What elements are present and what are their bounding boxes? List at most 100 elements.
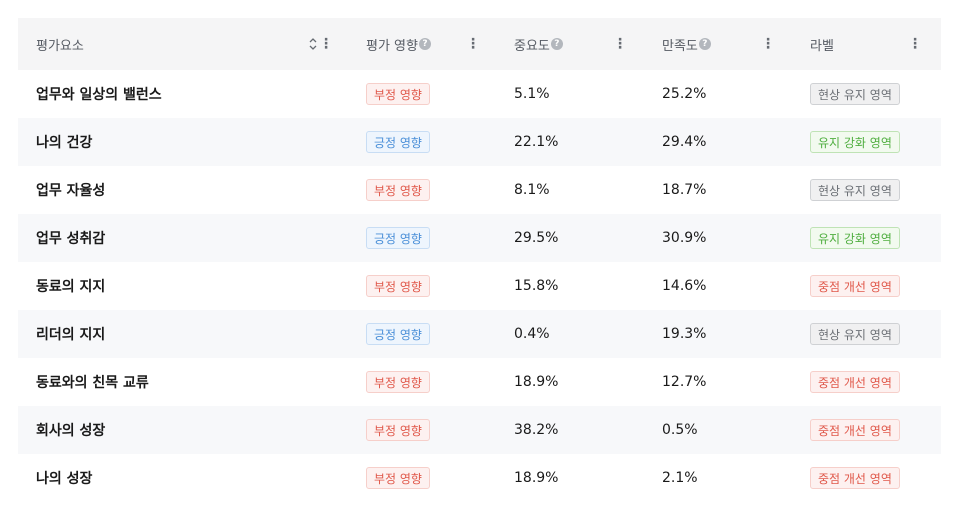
- header-col-impact[interactable]: 평가 영향 ?: [366, 18, 466, 70]
- label-badge-cell: 현상 유지 영역: [810, 166, 910, 214]
- column-menu-icon[interactable]: ⋮: [908, 36, 922, 52]
- table-row[interactable]: 업무 성취감 긍정 영향 29.5% 30.9% 유지 강화 영역: [18, 214, 941, 262]
- column-menu-icon[interactable]: ⋮: [466, 36, 480, 52]
- evaluation-table: 평가요소 ⋮ 평가 영향 ? ⋮ 중요도 ? ⋮ 만족도 ? ⋮ 라벨 ⋮ 업무…: [18, 18, 941, 502]
- impact-badge: 부정 영향: [366, 467, 430, 489]
- factor-name: 업무와 일상의 밸런스: [36, 87, 162, 103]
- header-label: 만족도: [662, 38, 698, 54]
- importance-value-cell: 15.8%: [514, 262, 614, 310]
- impact-badge-cell: 부정 영향: [366, 406, 466, 454]
- table-row[interactable]: 나의 성장 부정 영향 18.9% 2.1% 중점 개선 영역: [18, 454, 941, 502]
- importance-value: 8.1%: [514, 182, 550, 198]
- factor-name-cell: 나의 성장: [36, 454, 326, 502]
- label-badge: 유지 강화 영역: [810, 131, 900, 153]
- table-row[interactable]: 업무 자율성 부정 영향 8.1% 18.7% 현상 유지 영역: [18, 166, 941, 214]
- column-menu-icon[interactable]: ⋮: [613, 36, 627, 52]
- sort-icon[interactable]: [307, 18, 319, 70]
- factor-name: 동료와의 친목 교류: [36, 375, 149, 391]
- importance-value: 18.9%: [514, 470, 559, 486]
- table-row[interactable]: 리더의 지지 긍정 영향 0.4% 19.3% 현상 유지 영역: [18, 310, 941, 358]
- header-label: 중요도: [514, 38, 550, 54]
- label-badge: 중점 개선 영역: [810, 419, 900, 441]
- table-header: 평가요소 ⋮ 평가 영향 ? ⋮ 중요도 ? ⋮ 만족도 ? ⋮ 라벨 ⋮: [18, 18, 941, 70]
- factor-name-cell: 동료의 지지: [36, 262, 326, 310]
- satisfaction-value: 19.3%: [662, 326, 707, 342]
- importance-value-cell: 29.5%: [514, 214, 614, 262]
- label-badge: 중점 개선 영역: [810, 275, 900, 297]
- factor-name: 나의 건강: [36, 135, 93, 151]
- satisfaction-value: 18.7%: [662, 182, 707, 198]
- table-row[interactable]: 동료와의 친목 교류 부정 영향 18.9% 12.7% 중점 개선 영역: [18, 358, 941, 406]
- importance-value: 0.4%: [514, 326, 550, 342]
- factor-name: 업무 자율성: [36, 183, 106, 199]
- factor-name: 리더의 지지: [36, 327, 106, 343]
- importance-value: 38.2%: [514, 422, 559, 438]
- importance-value-cell: 18.9%: [514, 454, 614, 502]
- help-icon[interactable]: ?: [418, 38, 431, 50]
- header-label: 평가 영향: [366, 38, 418, 54]
- header-col-label[interactable]: 라벨: [810, 18, 910, 70]
- help-icon[interactable]: ?: [698, 38, 711, 50]
- table-row[interactable]: 회사의 성장 부정 영향 38.2% 0.5% 중점 개선 영역: [18, 406, 941, 454]
- importance-value: 15.8%: [514, 278, 559, 294]
- satisfaction-value-cell: 19.3%: [662, 310, 762, 358]
- column-menu-icon[interactable]: ⋮: [319, 36, 333, 52]
- impact-badge-cell: 부정 영향: [366, 358, 466, 406]
- satisfaction-value-cell: 30.9%: [662, 214, 762, 262]
- factor-name-cell: 리더의 지지: [36, 310, 326, 358]
- impact-badge: 긍정 영향: [366, 131, 430, 153]
- impact-badge: 부정 영향: [366, 371, 430, 393]
- label-badge-cell: 중점 개선 영역: [810, 454, 910, 502]
- satisfaction-value-cell: 25.2%: [662, 70, 762, 118]
- importance-value-cell: 18.9%: [514, 358, 614, 406]
- importance-value: 22.1%: [514, 134, 559, 150]
- satisfaction-value: 0.5%: [662, 422, 698, 438]
- impact-badge-cell: 부정 영향: [366, 262, 466, 310]
- label-badge-cell: 현상 유지 영역: [810, 310, 910, 358]
- column-menu-icon[interactable]: ⋮: [761, 36, 775, 52]
- label-badge-cell: 중점 개선 영역: [810, 358, 910, 406]
- importance-value: 18.9%: [514, 374, 559, 390]
- satisfaction-value-cell: 0.5%: [662, 406, 762, 454]
- label-badge: 현상 유지 영역: [810, 323, 900, 345]
- help-icon[interactable]: ?: [550, 38, 563, 50]
- impact-badge: 부정 영향: [366, 179, 430, 201]
- satisfaction-value: 30.9%: [662, 230, 707, 246]
- factor-name: 동료의 지지: [36, 279, 106, 295]
- satisfaction-value-cell: 14.6%: [662, 262, 762, 310]
- label-badge-cell: 중점 개선 영역: [810, 406, 910, 454]
- importance-value-cell: 22.1%: [514, 118, 614, 166]
- header-col-satisfaction[interactable]: 만족도 ?: [662, 18, 762, 70]
- factor-name-cell: 업무와 일상의 밸런스: [36, 70, 326, 118]
- impact-badge: 긍정 영향: [366, 227, 430, 249]
- table-row[interactable]: 나의 건강 긍정 영향 22.1% 29.4% 유지 강화 영역: [18, 118, 941, 166]
- importance-value-cell: 0.4%: [514, 310, 614, 358]
- factor-name-cell: 나의 건강: [36, 118, 326, 166]
- table-row[interactable]: 업무와 일상의 밸런스 부정 영향 5.1% 25.2% 현상 유지 영역: [18, 70, 941, 118]
- table-row[interactable]: 동료의 지지 부정 영향 15.8% 14.6% 중점 개선 영역: [18, 262, 941, 310]
- importance-value-cell: 5.1%: [514, 70, 614, 118]
- satisfaction-value-cell: 29.4%: [662, 118, 762, 166]
- header-col-importance[interactable]: 중요도 ?: [514, 18, 614, 70]
- header-label: 평가요소: [36, 38, 84, 54]
- label-badge: 현상 유지 영역: [810, 179, 900, 201]
- factor-name-cell: 업무 자율성: [36, 166, 326, 214]
- impact-badge: 부정 영향: [366, 275, 430, 297]
- impact-badge-cell: 긍정 영향: [366, 118, 466, 166]
- label-badge-cell: 유지 강화 영역: [810, 214, 910, 262]
- impact-badge-cell: 긍정 영향: [366, 310, 466, 358]
- header-col-factor[interactable]: 평가요소: [36, 18, 326, 70]
- label-badge-cell: 중점 개선 영역: [810, 262, 910, 310]
- label-badge: 유지 강화 영역: [810, 227, 900, 249]
- factor-name: 업무 성취감: [36, 231, 106, 247]
- satisfaction-value: 25.2%: [662, 86, 707, 102]
- factor-name: 회사의 성장: [36, 423, 106, 439]
- label-badge-cell: 현상 유지 영역: [810, 70, 910, 118]
- label-badge-cell: 유지 강화 영역: [810, 118, 910, 166]
- factor-name-cell: 업무 성취감: [36, 214, 326, 262]
- satisfaction-value-cell: 2.1%: [662, 454, 762, 502]
- factor-name: 나의 성장: [36, 471, 93, 487]
- impact-badge: 부정 영향: [366, 83, 430, 105]
- factor-name-cell: 회사의 성장: [36, 406, 326, 454]
- impact-badge: 긍정 영향: [366, 323, 430, 345]
